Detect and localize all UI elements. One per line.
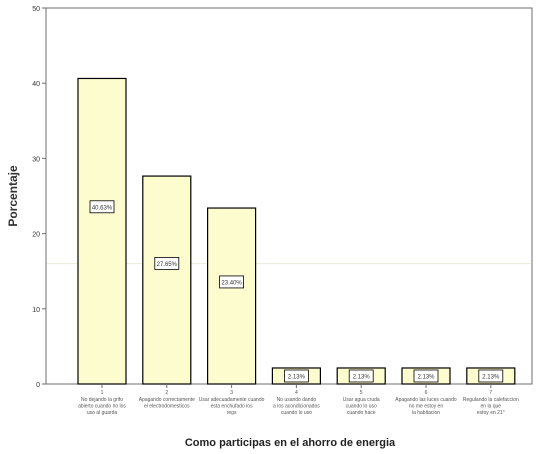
y-tick-label: 50 — [32, 6, 40, 13]
data-label-box — [219, 275, 245, 289]
bar — [142, 175, 192, 385]
x-tick-number: 3 — [230, 390, 233, 396]
y-tick-label: 10 — [32, 307, 40, 314]
x-axis: 1No dejando la grifo abierto cuando no lo… — [78, 384, 519, 416]
data-label-box — [348, 369, 374, 383]
x-tick-label: Usar adecuadamente cuando esta enchufado … — [199, 397, 265, 416]
data-label-box — [283, 369, 309, 383]
x-tick-label: No usando dando a los acondicionados cuand… — [273, 397, 320, 416]
plot-area — [45, 7, 533, 385]
data-label: 40.63% — [92, 205, 113, 211]
data-label-box — [478, 369, 504, 383]
y-tick-label: 30 — [32, 156, 40, 163]
y-tick-label: 40 — [32, 81, 40, 88]
data-label-box — [154, 257, 180, 270]
data-label: 2.13% — [353, 374, 371, 380]
data-label: 23.40% — [221, 280, 242, 286]
x-tick-number: 6 — [425, 390, 428, 396]
data-label-box — [89, 200, 115, 214]
x-tick-number: 2 — [165, 390, 168, 396]
data-label-box — [413, 369, 439, 383]
x-tick-label: Apagando correctamente el electrodomestic… — [139, 397, 195, 410]
bar — [77, 77, 127, 385]
x-tick-label: Apagando las luces cuando no me estoy en l… — [395, 397, 457, 416]
y-axis: 0 10 20 30 40 50 — [32, 6, 46, 389]
data-label: 27.65% — [157, 262, 178, 268]
bar — [207, 207, 257, 385]
x-tick-number: 1 — [101, 390, 104, 396]
data-label: 2.13% — [288, 374, 306, 380]
x-tick-number: 5 — [360, 390, 363, 396]
data-label: 2.13% — [417, 374, 435, 380]
data-labels-layer: 40.63% 27.65% 23.40% 2.13% 2.13% 2.13% 2.13% — [89, 200, 504, 383]
x-tick-number: 7 — [489, 390, 492, 396]
y-tick-label: 0 — [36, 382, 40, 389]
data-label: 2.13% — [482, 374, 500, 380]
y-tick-label: 20 — [32, 232, 40, 239]
x-tick-number: 4 — [295, 390, 298, 396]
x-axis-title: Como participas en el ahorro de energia — [185, 437, 396, 449]
y-axis-title: Porcentaje — [6, 165, 20, 227]
x-tick-label: Usar agua cruda cuando lo uso cuando hace — [343, 397, 380, 416]
x-tick-label: No dejando la grifo abierto cuando no los… — [78, 397, 126, 416]
x-tick-label: Regulando la calefaccion en la que estoy e… — [463, 397, 519, 416]
